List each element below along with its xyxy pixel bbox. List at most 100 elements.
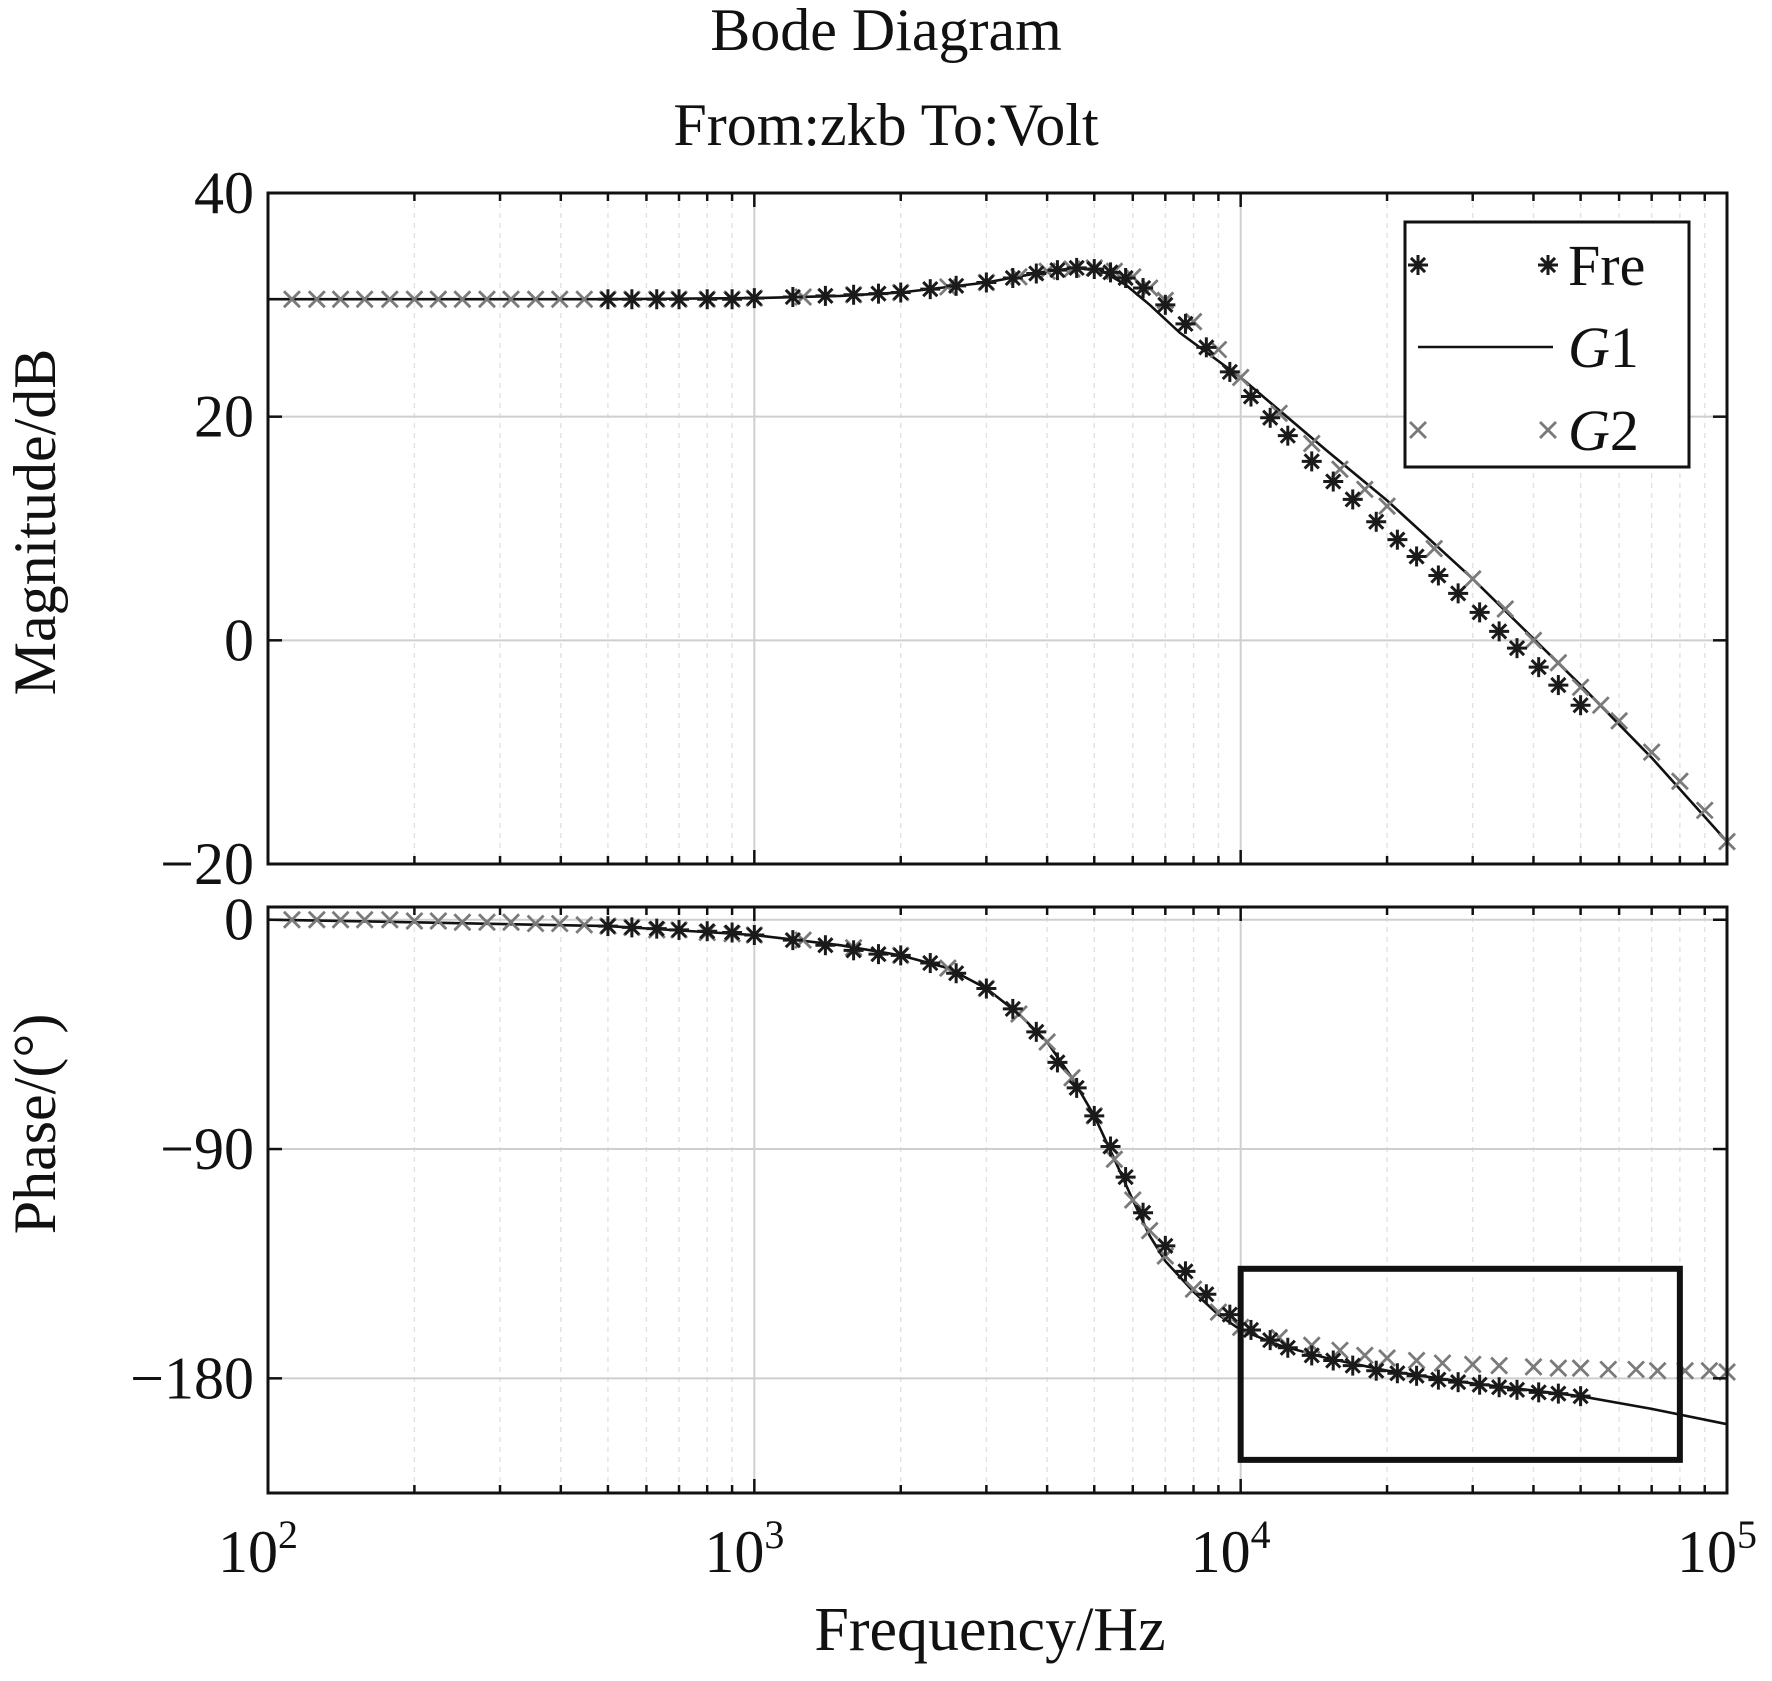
- series-G2-marker: [331, 910, 350, 929]
- series-Fre-marker: [1084, 1105, 1105, 1126]
- highlight-box: [1237, 1265, 1683, 1463]
- legend-marker-Fre: [1408, 255, 1428, 275]
- star-center: [1140, 1210, 1146, 1216]
- magnitude-y-ticks: −20 0 20 40: [160, 160, 1727, 897]
- series-G2-marker: [1524, 631, 1543, 650]
- x-stroke: [1140, 1221, 1159, 1240]
- star-center: [1010, 1006, 1016, 1012]
- star-center: [1182, 1268, 1189, 1274]
- x-stroke: [1700, 1361, 1719, 1380]
- series-Fre-marker: [697, 921, 718, 942]
- x-stroke: [307, 290, 326, 309]
- series-Fre-marker: [646, 289, 667, 310]
- x-stroke: [1496, 600, 1515, 619]
- x-stroke: [1610, 711, 1629, 730]
- series-Fre-marker: [815, 935, 836, 956]
- series-G2-marker: [1700, 1361, 1719, 1380]
- star-center: [605, 296, 611, 302]
- series-Fre-marker: [1002, 267, 1023, 288]
- star-center: [1514, 1387, 1520, 1393]
- series-G2-marker: [502, 913, 521, 932]
- series-G2-marker: [355, 290, 374, 309]
- series-Fre-marker: [1489, 1377, 1510, 1398]
- x-tick-label: 102: [218, 1512, 298, 1585]
- legend-marker-Fre: [1538, 255, 1558, 275]
- series-Fre-marker: [1115, 1167, 1136, 1188]
- star-center: [1074, 265, 1080, 271]
- series-Fre-marker: [621, 289, 642, 310]
- star-center: [1413, 553, 1420, 560]
- star-center: [1555, 682, 1561, 688]
- series-G2-marker: [453, 913, 472, 932]
- phase-y-ticks: −180 −90 0: [130, 887, 1727, 1411]
- star-center: [751, 295, 757, 301]
- series-G2-marker: [453, 290, 472, 309]
- series-Fre-marker: [1155, 294, 1176, 315]
- y-tick-label: −90: [160, 1116, 254, 1182]
- series-Fre-marker: [868, 944, 889, 965]
- series-G2-marker: [429, 912, 448, 931]
- series-G2-marker: [1463, 569, 1482, 588]
- x-stroke: [1209, 340, 1228, 359]
- series-G2-marker: [1648, 1361, 1667, 1380]
- star-center: [1091, 1113, 1097, 1119]
- series-Fre-marker: [815, 285, 836, 306]
- series-G2-marker: [1670, 772, 1689, 791]
- series-G2-marker: [1463, 1355, 1482, 1374]
- x-stroke: [1425, 539, 1444, 558]
- star-center: [1107, 269, 1114, 276]
- star-center: [822, 942, 829, 948]
- series-Fre-marker: [946, 275, 967, 296]
- series-G2-marker: [307, 290, 326, 309]
- series-G2-marker: [1490, 1356, 1509, 1375]
- star-center: [875, 951, 882, 957]
- series-G2-marker: [1407, 1351, 1426, 1370]
- series-Fre-marker: [1066, 1077, 1087, 1098]
- x-stroke: [1695, 801, 1714, 820]
- series-Fre-marker: [1100, 1136, 1121, 1157]
- y-tick-label: −20: [160, 831, 254, 897]
- star-center: [875, 291, 882, 297]
- x-stroke: [1409, 421, 1427, 439]
- y-tick-label: −180: [130, 1345, 254, 1411]
- series-Fre-marker: [1387, 529, 1408, 550]
- frequency-x-ticks: 102 103 104 105: [218, 193, 1757, 1585]
- x-stroke: [1105, 1150, 1124, 1169]
- x-stroke: [1463, 1355, 1482, 1374]
- x-tick-label: 103: [704, 1512, 784, 1585]
- x-tick-label: 104: [1191, 1512, 1271, 1585]
- star-center: [1203, 344, 1209, 350]
- x-stroke: [502, 913, 521, 932]
- series-Fre-marker: [744, 925, 765, 946]
- series-G2-marker: [1496, 600, 1515, 619]
- phase-series: [267, 910, 1736, 1426]
- legend-label-G1: G1: [1568, 315, 1639, 380]
- star-center: [1394, 1370, 1400, 1376]
- series-G2-marker: [405, 912, 424, 931]
- star-center: [1536, 664, 1542, 670]
- x-axis-label: Frequency/Hz: [814, 1596, 1165, 1664]
- series-G2-marker: [282, 290, 301, 309]
- x-stroke: [1302, 434, 1321, 453]
- star-center: [1350, 1363, 1356, 1369]
- x-stroke: [1549, 1359, 1568, 1378]
- series-Fre-marker: [1133, 1202, 1154, 1223]
- star-center: [729, 296, 735, 302]
- x-stroke: [526, 290, 545, 309]
- series-G2-marker: [1642, 743, 1661, 762]
- series-Fre-marker: [1469, 602, 1490, 623]
- star-center: [704, 296, 710, 302]
- star-center: [629, 296, 635, 302]
- series-Fre-marker: [1489, 621, 1510, 642]
- series-Fre-marker: [1570, 1386, 1591, 1407]
- star-center: [1413, 1373, 1420, 1379]
- series-Fre-marker: [1175, 313, 1196, 334]
- star-center: [983, 279, 989, 286]
- x-stroke: [1627, 1360, 1646, 1379]
- series-Fre-marker: [1240, 1319, 1261, 1340]
- series-G2-marker: [405, 290, 424, 309]
- series-G2-marker: [331, 290, 350, 309]
- star-center: [751, 932, 757, 938]
- star-center: [1248, 393, 1254, 400]
- star-center: [1140, 285, 1146, 291]
